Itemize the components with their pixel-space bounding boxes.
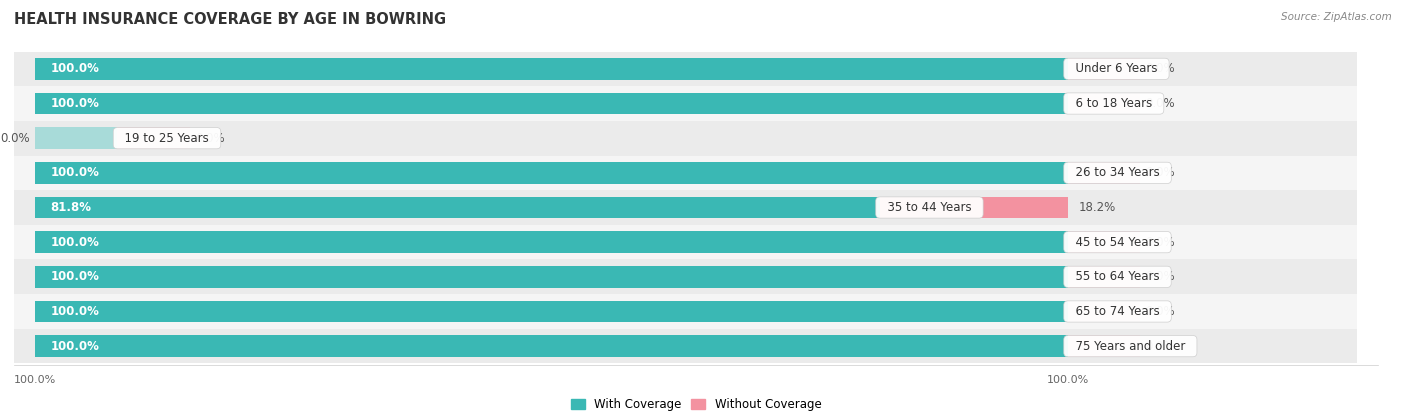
Text: 100.0%: 100.0%	[51, 166, 98, 179]
Bar	[1069, 301, 1140, 322]
Bar	[35, 335, 1069, 357]
Text: 81.8%: 81.8%	[51, 201, 91, 214]
Text: 0.0%: 0.0%	[0, 132, 30, 145]
Text: 19 to 25 Years: 19 to 25 Years	[117, 132, 217, 145]
Text: 6 to 18 Years: 6 to 18 Years	[1069, 97, 1160, 110]
Bar	[35, 197, 880, 218]
Text: 0.0%: 0.0%	[1146, 236, 1175, 249]
Bar	[35, 127, 117, 149]
Bar	[14, 156, 1357, 190]
Legend: With Coverage, Without Coverage: With Coverage, Without Coverage	[565, 393, 827, 415]
Bar	[35, 232, 1069, 253]
Text: HEALTH INSURANCE COVERAGE BY AGE IN BOWRING: HEALTH INSURANCE COVERAGE BY AGE IN BOWR…	[14, 12, 446, 27]
Bar	[35, 162, 1069, 183]
Text: 100.0%: 100.0%	[51, 270, 98, 283]
Text: 100.0%: 100.0%	[51, 97, 98, 110]
Text: 18.2%: 18.2%	[1078, 201, 1115, 214]
Bar	[1069, 266, 1140, 288]
Bar	[14, 329, 1357, 364]
Bar	[14, 294, 1357, 329]
Bar	[14, 121, 1357, 156]
Text: 45 to 54 Years: 45 to 54 Years	[1069, 236, 1167, 249]
Bar	[1069, 93, 1140, 114]
Bar	[117, 127, 190, 149]
Bar	[1069, 58, 1140, 80]
Text: 100.0%: 100.0%	[51, 339, 98, 353]
Bar	[1069, 232, 1140, 253]
Bar	[35, 301, 1069, 322]
Text: 55 to 64 Years: 55 to 64 Years	[1069, 270, 1167, 283]
Text: 100.0%: 100.0%	[51, 236, 98, 249]
Text: Under 6 Years: Under 6 Years	[1069, 62, 1166, 76]
Bar	[35, 93, 1069, 114]
Bar	[880, 197, 1069, 218]
Text: 0.0%: 0.0%	[1146, 62, 1175, 76]
Bar	[14, 86, 1357, 121]
Text: Source: ZipAtlas.com: Source: ZipAtlas.com	[1281, 12, 1392, 22]
Text: 75 Years and older: 75 Years and older	[1069, 339, 1192, 353]
Text: 26 to 34 Years: 26 to 34 Years	[1069, 166, 1167, 179]
Text: 0.0%: 0.0%	[1146, 339, 1175, 353]
Text: 0.0%: 0.0%	[1146, 270, 1175, 283]
Bar	[1069, 335, 1140, 357]
Bar	[1069, 162, 1140, 183]
Text: 100.0%: 100.0%	[51, 62, 98, 76]
Bar	[35, 266, 1069, 288]
Bar	[14, 259, 1357, 294]
Text: 100.0%: 100.0%	[51, 305, 98, 318]
Text: 0.0%: 0.0%	[1146, 97, 1175, 110]
Bar	[14, 190, 1357, 225]
Bar	[35, 58, 1069, 80]
Text: 35 to 44 Years: 35 to 44 Years	[880, 201, 979, 214]
Text: 0.0%: 0.0%	[195, 132, 225, 145]
Text: 65 to 74 Years: 65 to 74 Years	[1069, 305, 1167, 318]
Bar	[14, 51, 1357, 86]
Bar	[14, 225, 1357, 259]
Text: 0.0%: 0.0%	[1146, 305, 1175, 318]
Text: 0.0%: 0.0%	[1146, 166, 1175, 179]
